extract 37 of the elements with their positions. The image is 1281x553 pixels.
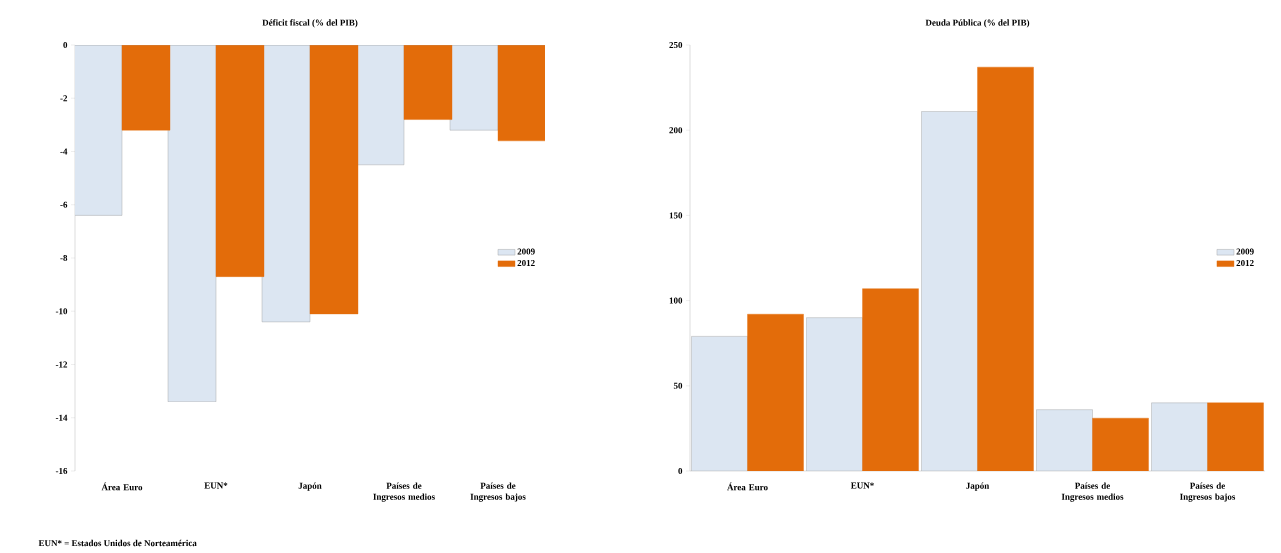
y-tick-label: -2 bbox=[60, 95, 68, 102]
x-tick-label: EUN* bbox=[204, 482, 228, 489]
x-tick-label: Japón bbox=[298, 482, 322, 491]
bar bbox=[691, 336, 748, 471]
chart-title: Deuda Pública (% del PIB) bbox=[925, 19, 1030, 28]
y-tick-label: 150 bbox=[669, 212, 683, 219]
y-tick-label: 200 bbox=[669, 127, 683, 134]
bar bbox=[921, 111, 978, 471]
x-tick-label: Área Euro bbox=[727, 482, 768, 491]
legend-label: 2012 bbox=[517, 259, 535, 267]
y-tick-label: -6 bbox=[60, 201, 68, 208]
y-tick-label: -10 bbox=[55, 308, 68, 315]
y-tick-label: -4 bbox=[60, 148, 68, 155]
x-tick-label: Países de Ingresos bajos bbox=[470, 482, 526, 502]
y-tick-label: 100 bbox=[669, 297, 683, 304]
bar bbox=[1036, 409, 1093, 471]
legend-label: 2009 bbox=[517, 248, 535, 255]
legend-label: 2009 bbox=[1236, 248, 1254, 255]
x-tick-label: Área Euro bbox=[101, 482, 143, 491]
bar bbox=[1151, 402, 1208, 471]
text: EUN* = Estados Unidos de Norteamérica bbox=[38, 539, 197, 547]
x-tick-label: EUN* bbox=[850, 482, 874, 489]
chart-title: Déficit fiscal (% del PIB) bbox=[262, 19, 358, 28]
y-tick-label: -12 bbox=[55, 361, 68, 368]
x-tick-label: Países de Ingresos medios bbox=[1061, 482, 1124, 502]
x-tick-label: Países de Ingresos bajos bbox=[1179, 482, 1236, 502]
legend-label: 2012 bbox=[1236, 259, 1254, 267]
y-tick-label: 50 bbox=[673, 382, 683, 389]
y-tick-label: -14 bbox=[55, 414, 68, 421]
y-tick-label: 0 bbox=[678, 467, 683, 475]
y-tick-label: -8 bbox=[60, 254, 68, 262]
y-tick-label: 0 bbox=[63, 41, 68, 49]
y-tick-label: -16 bbox=[55, 467, 68, 475]
x-tick-label: Japón bbox=[966, 482, 990, 491]
bar bbox=[806, 317, 863, 471]
x-tick-label: Países de Ingresos medios bbox=[373, 482, 435, 502]
y-tick-label: 250 bbox=[669, 41, 683, 49]
